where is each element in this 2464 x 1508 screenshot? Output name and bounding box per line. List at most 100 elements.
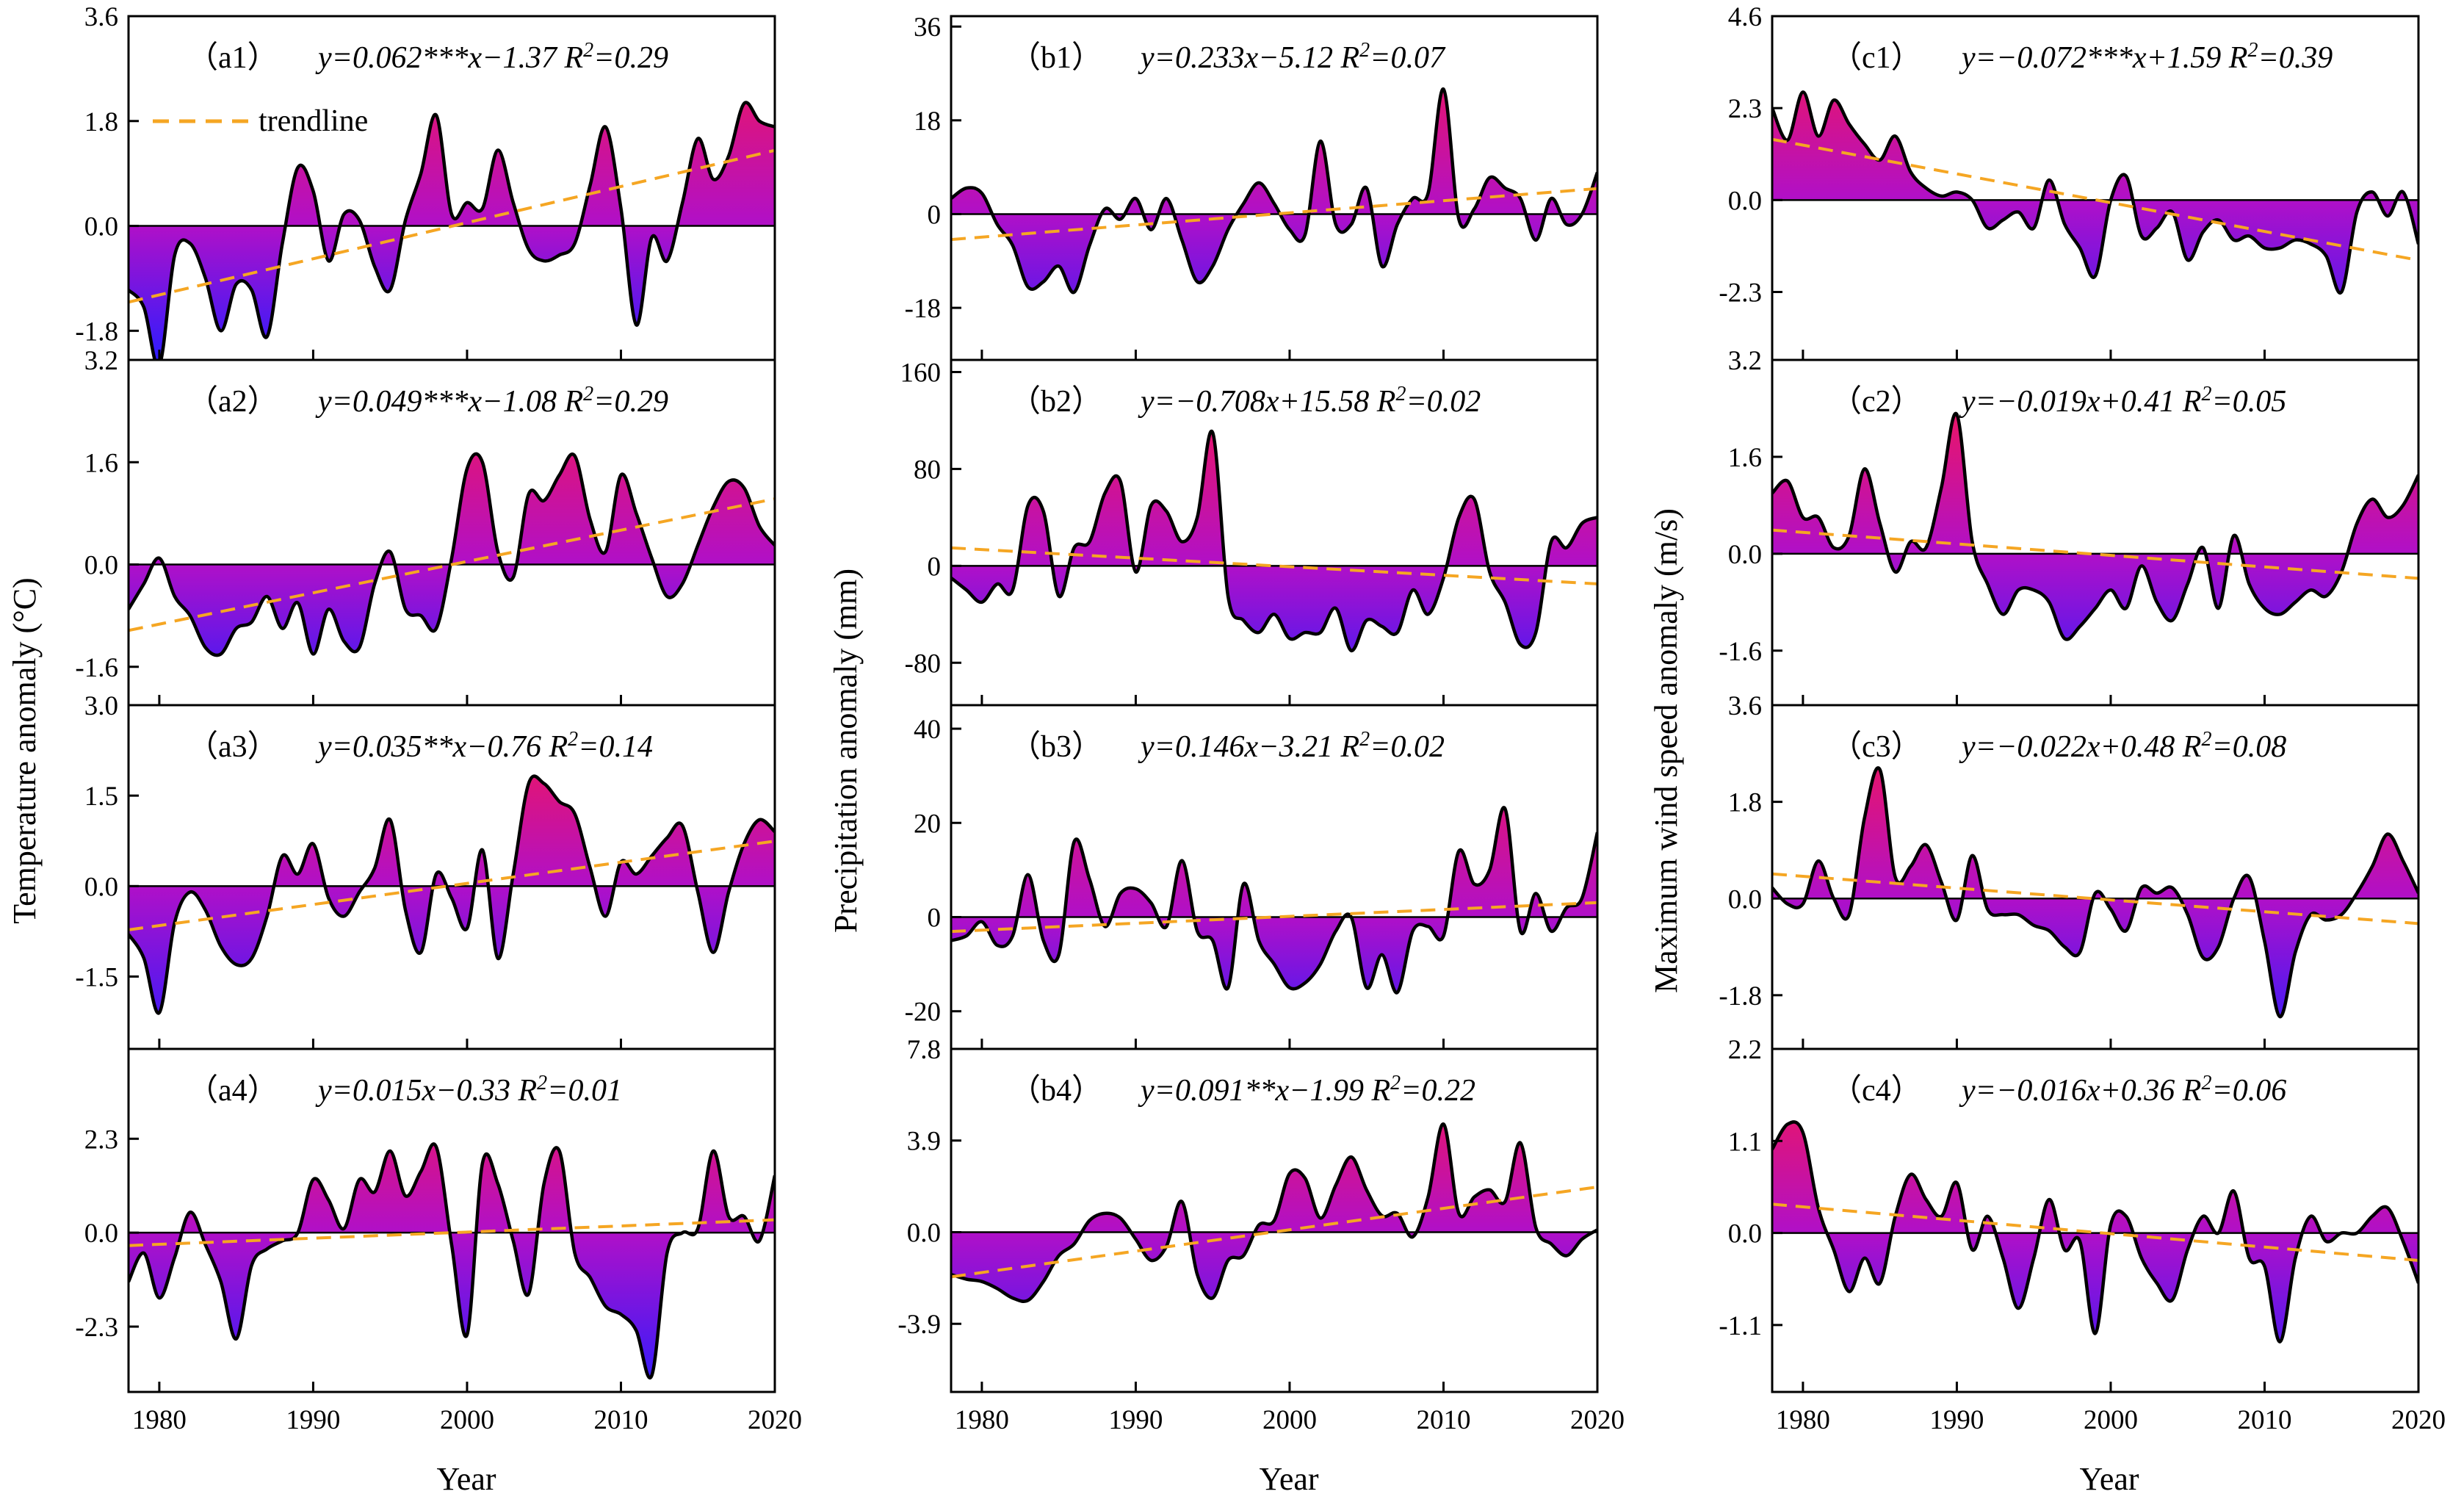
frame-b4 <box>950 1047 1599 1393</box>
ytick-label-c2: -1.6 <box>1719 637 1762 667</box>
trendline-a3 <box>129 840 775 931</box>
ytick-label-b1: 18 <box>914 107 941 137</box>
panel-tag-b2: （b2） <box>1010 385 1102 419</box>
panel-tag-b3: （b3） <box>1010 730 1102 764</box>
anomaly-area-c2 <box>1772 413 2418 640</box>
trendline-b1 <box>951 187 1597 242</box>
plot-area-a4 <box>129 1142 775 1379</box>
ytick-label-b2: 0 <box>928 552 942 582</box>
panel-tag-a2: （a2） <box>187 385 278 419</box>
panel-tag-a3: （a3） <box>187 730 278 764</box>
anomaly-curve-b3 <box>951 806 1597 995</box>
ytick-label-c2: 3.2 <box>1728 346 1762 376</box>
xlabel-col-a: Year <box>436 1461 496 1497</box>
panel-tag-b1: （b1） <box>1010 41 1102 75</box>
trendline-a4 <box>129 1218 775 1247</box>
anomaly-curve-b4 <box>951 1122 1597 1303</box>
ytick-label-a1: 1.8 <box>84 107 118 137</box>
ytick-label-a2: -1.6 <box>75 653 118 683</box>
anomaly-curve-c3 <box>1772 766 2418 1019</box>
anomaly-curve-a2 <box>129 452 775 657</box>
trendline-c2 <box>1772 528 2418 580</box>
ytick-label-b1: 0 <box>928 200 942 230</box>
plot-area-a3 <box>129 774 775 1015</box>
anomaly-area-a2 <box>129 453 775 656</box>
plot-area-b4 <box>951 1122 1597 1303</box>
ytick-label-a4: 0.0 <box>84 1219 118 1249</box>
ytick-label-a1: -1.8 <box>75 317 118 347</box>
ytick-label-c3: 3.6 <box>1728 691 1762 721</box>
frame-c4 <box>1771 1047 2420 1393</box>
regression-equation-c3: y=−0.022x+0.48 R2=0.08 <box>1959 728 2286 765</box>
ytick-label-c4: -1.1 <box>1719 1311 1762 1341</box>
ytick-label-c2: 1.6 <box>1728 443 1762 473</box>
anomaly-area-c3 <box>1772 768 2418 1017</box>
trendline-a1 <box>129 148 775 304</box>
xlabel-col-b: Year <box>1259 1461 1318 1497</box>
ytick-label-b3: 20 <box>914 809 941 839</box>
panel-tag-a1: （a1） <box>187 41 278 75</box>
ylabel-precipitation: Precipitation anomaly (mm) <box>828 569 864 933</box>
anomaly-area-b1 <box>951 89 1597 293</box>
trendline-c3 <box>1772 872 2418 926</box>
ytick-label-c4: 0.0 <box>1728 1219 1762 1249</box>
ytick-label-a4: 2.3 <box>84 1125 118 1155</box>
ytick-label-b2: 160 <box>900 358 942 388</box>
regression-equation-b2: y=−0.708x+15.58 R2=0.02 <box>1138 383 1481 419</box>
regression-equation-a2: y=0.049***x−1.08 R2=0.29 <box>315 383 668 419</box>
regression-equation-b1: y=0.233x−5.12 R2=0.07 <box>1138 39 1446 76</box>
xlabel-col-c: Year <box>2079 1461 2139 1497</box>
panel-a1: -1.8 0.0 1.8 3.6 （a1） y=0.062***x−1.37 R2=0.2… <box>75 2 776 361</box>
ytick-label-a1: 0.0 <box>84 212 118 242</box>
anomaly-area-c1 <box>1772 92 2418 293</box>
ytick-label-c2: 0.0 <box>1728 540 1762 570</box>
xtick-label-a4: 1980 <box>132 1405 187 1435</box>
anomaly-curve-a1 <box>129 101 775 360</box>
xtick-label-b4: 2000 <box>1262 1405 1317 1435</box>
xtick-label-a4: 2020 <box>748 1405 802 1435</box>
frame-a4 <box>127 1047 776 1393</box>
panel-a2: -1.6 0.0 1.6 3.2 （a2） y=0.049***x−1.08 R2=0.2… <box>75 346 776 707</box>
xtick-label-b4: 1990 <box>1108 1405 1163 1435</box>
ytick-label-c1: -2.3 <box>1719 278 1762 308</box>
trendline-c4 <box>1772 1202 2418 1262</box>
panel-tag-c3: （c3） <box>1831 730 1922 764</box>
plot-area-c2 <box>1772 411 2418 641</box>
ytick-label-c3: 0.0 <box>1728 884 1762 914</box>
ytick-label-c3: -1.8 <box>1719 981 1762 1011</box>
regression-equation-c2: y=−0.019x+0.41 R2=0.05 <box>1959 383 2286 419</box>
xtick-label-c4: 1980 <box>1776 1405 1830 1435</box>
xtick-label-a4: 2000 <box>440 1405 494 1435</box>
ytick-label-a3: -1.5 <box>75 962 118 992</box>
ytick-label-a3: 1.5 <box>84 782 118 812</box>
trendline-c1 <box>1772 137 2418 262</box>
ytick-label-a2: 3.2 <box>84 346 118 376</box>
panel-tag-c4: （c4） <box>1831 1074 1922 1108</box>
ytick-label-c1: 4.6 <box>1728 2 1762 32</box>
regression-equation-b4: y=0.091**x−1.99 R2=0.22 <box>1138 1072 1475 1108</box>
ytick-label-b1: 36 <box>914 12 941 43</box>
regression-equation-a4: y=0.015x−0.33 R2=0.01 <box>315 1072 622 1108</box>
ytick-label-a1: 3.6 <box>84 2 118 32</box>
anomaly-curve-a4 <box>129 1142 775 1379</box>
ytick-label-b1: -18 <box>905 294 941 324</box>
plot-area-a2 <box>129 452 775 657</box>
anomaly-area-a4 <box>129 1144 775 1378</box>
ytick-label-c3: 1.8 <box>1728 788 1762 818</box>
panel-c2: -1.6 0.0 1.6 3.2 （c2） y=−0.019x+0.41 R2=0.05 <box>1719 346 2420 707</box>
regression-equation-b3: y=0.146x−3.21 R2=0.02 <box>1138 728 1445 765</box>
anomaly-curve-b2 <box>951 429 1597 653</box>
panel-b3: -20 0 20 40 （b3） y=0.146x−3.21 R2=0.02 <box>905 704 1599 1050</box>
panel-a4: -2.3 0.0 2.3 1980 1990 2000 2010 2020 （a4） y=0.01… <box>75 1047 802 1435</box>
ytick-label-c1: 0.0 <box>1728 186 1762 216</box>
ytick-label-a2: 1.6 <box>84 448 118 478</box>
plot-area-b2 <box>951 429 1597 653</box>
plot-area-b1 <box>951 87 1597 295</box>
panel-c1: -2.3 0.0 2.3 4.6 （c1） y=−0.072***x+1.59 R2=0.… <box>1719 2 2420 361</box>
panel-b2: -80 0 80 160 （b2） y=−0.708x+15.58 R2=0.02 <box>900 358 1599 707</box>
xtick-label-c4: 1990 <box>1929 1405 1984 1435</box>
ytick-label-b3: 40 <box>914 715 941 745</box>
anomaly-area-b2 <box>951 430 1597 651</box>
panel-tag-c1: （c1） <box>1831 41 1922 75</box>
